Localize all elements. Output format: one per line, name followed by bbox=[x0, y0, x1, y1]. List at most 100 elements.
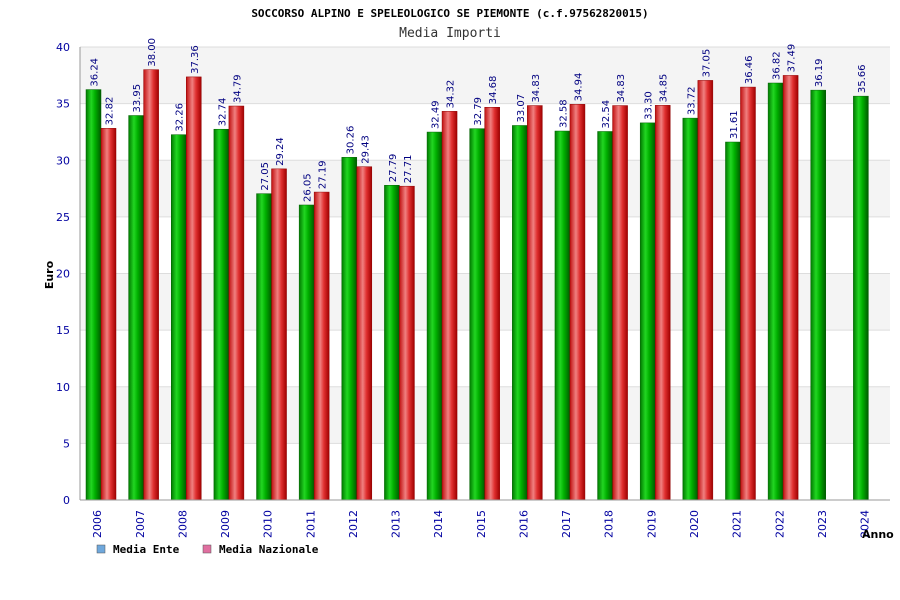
bar-media-nazionale bbox=[228, 105, 245, 501]
bar-media-nazionale bbox=[654, 105, 671, 501]
y-tick-label: 35 bbox=[56, 98, 70, 111]
bar-media-ente bbox=[512, 125, 528, 501]
bar-value-label: 33.07 bbox=[516, 94, 527, 123]
bar-value-label: 27.71 bbox=[403, 155, 414, 184]
bar-value-label: 34.79 bbox=[232, 74, 243, 103]
x-tick-label: 2023 bbox=[816, 510, 829, 538]
legend: Media Ente Media Nazionale bbox=[96, 543, 319, 556]
bar-media-ente bbox=[85, 89, 102, 501]
x-tick-label: 2011 bbox=[304, 510, 317, 538]
bar-value-label: 37.36 bbox=[190, 45, 201, 74]
bar-media-ente bbox=[810, 89, 826, 501]
bar-media-nazionale bbox=[356, 166, 373, 501]
x-axis-ticks: 2006 2007 2008 2009 2010 2011 2012 2013 2014 2015… bbox=[91, 510, 871, 538]
bar-value-label: 27.05 bbox=[260, 162, 271, 191]
x-tick-label: 2013 bbox=[390, 510, 403, 538]
bar-media-nazionale bbox=[399, 185, 415, 501]
bar-media-ente bbox=[128, 115, 144, 501]
bar-media-nazionale bbox=[697, 80, 714, 501]
x-tick-label: 2008 bbox=[176, 510, 189, 538]
y-tick-label: 25 bbox=[56, 211, 70, 224]
x-tick-label: 2016 bbox=[517, 510, 530, 538]
bar-media-nazionale bbox=[313, 191, 330, 501]
legend-label-nazionale: Media Nazionale bbox=[219, 543, 319, 556]
x-tick-label: 2012 bbox=[347, 510, 360, 538]
bar-value-label: 34.83 bbox=[531, 74, 542, 103]
bar-value-label: 32.49 bbox=[431, 100, 442, 129]
bar-media-ente bbox=[341, 157, 358, 501]
bar-value-label: 36.19 bbox=[814, 59, 825, 88]
bar-media-nazionale bbox=[612, 105, 628, 501]
x-tick-label: 2018 bbox=[603, 510, 616, 538]
chart-title: SOCCORSO ALPINO E SPELEOLOGICO SE PIEMON… bbox=[251, 7, 648, 20]
bar-value-label: 31.61 bbox=[729, 110, 740, 139]
y-tick-label: 0 bbox=[63, 494, 70, 507]
bar-value-label: 34.32 bbox=[446, 80, 457, 109]
x-axis-label: Anno bbox=[862, 528, 894, 541]
legend-swatch-ente bbox=[96, 544, 106, 554]
bar-media-ente bbox=[469, 128, 485, 501]
bar-media-ente bbox=[426, 131, 443, 501]
chart-subtitle: Media Importi bbox=[399, 26, 501, 41]
bar-value-label: 36.24 bbox=[90, 58, 101, 87]
legend-swatch-nazionale bbox=[202, 544, 212, 554]
bar-value-label: 29.24 bbox=[275, 137, 286, 166]
bar-value-label: 32.58 bbox=[558, 99, 569, 128]
value-labels: 36.24 32.82 33.95 38.00 32.26 37.36 32.74 34.79… bbox=[90, 38, 868, 202]
bar-value-label: 33.95 bbox=[132, 84, 143, 113]
bar-media-nazionale bbox=[740, 86, 756, 501]
bar-media-ente bbox=[639, 122, 656, 501]
bar-value-label: 27.79 bbox=[388, 154, 399, 183]
bar-media-ente bbox=[767, 82, 784, 501]
bar-media-nazionale bbox=[441, 111, 458, 501]
bar-value-label: 34.85 bbox=[659, 74, 670, 103]
bar-media-ente bbox=[725, 141, 741, 501]
bar-value-label: 38.00 bbox=[147, 38, 158, 67]
bar-media-nazionale bbox=[782, 75, 799, 501]
bar-media-nazionale bbox=[271, 168, 287, 501]
bar-value-label: 35.66 bbox=[857, 65, 868, 94]
bar-value-label: 32.54 bbox=[601, 100, 612, 129]
bar-value-label: 27.19 bbox=[318, 160, 329, 189]
bar-value-label: 26.05 bbox=[303, 173, 314, 202]
x-tick-label: 2020 bbox=[688, 510, 701, 538]
x-tick-label: 2010 bbox=[262, 510, 275, 538]
bar-value-label: 32.82 bbox=[105, 97, 116, 126]
bar-media-ente bbox=[554, 130, 571, 501]
bar-value-label: 34.83 bbox=[616, 74, 627, 103]
bar-value-label: 36.82 bbox=[772, 51, 783, 80]
bar-value-label: 30.26 bbox=[345, 126, 356, 155]
y-tick-label: 10 bbox=[56, 381, 70, 394]
bar-value-label: 29.43 bbox=[360, 135, 371, 164]
x-tick-label: 2022 bbox=[773, 510, 786, 538]
bar-media-nazionale bbox=[569, 104, 586, 501]
bar-media-ente bbox=[597, 131, 613, 501]
y-tick-label: 15 bbox=[56, 324, 70, 337]
y-axis-label: Euro bbox=[43, 260, 56, 289]
x-tick-label: 2015 bbox=[475, 510, 488, 538]
bar-value-label: 32.79 bbox=[473, 97, 484, 126]
bar-media-ente bbox=[853, 95, 869, 501]
x-tick-label: 2007 bbox=[134, 510, 147, 538]
x-tick-label: 2006 bbox=[91, 510, 104, 538]
bar-media-ente bbox=[213, 128, 230, 501]
bar-value-label: 37.05 bbox=[701, 49, 712, 78]
x-tick-label: 2017 bbox=[560, 510, 573, 538]
y-tick-label: 30 bbox=[56, 154, 70, 167]
bar-media-nazionale bbox=[143, 69, 159, 501]
bar-value-label: 32.26 bbox=[175, 103, 186, 132]
y-tick-label: 5 bbox=[63, 437, 70, 450]
bar-value-label: 34.94 bbox=[573, 73, 584, 102]
bar-media-nazionale bbox=[484, 106, 500, 501]
y-tick-label: 40 bbox=[56, 41, 70, 54]
legend-label-ente: Media Ente bbox=[113, 543, 180, 556]
bar-media-ente bbox=[171, 134, 187, 501]
bar-media-ente bbox=[298, 204, 315, 501]
bar-media-ente bbox=[256, 193, 272, 501]
x-tick-label: 2021 bbox=[731, 510, 744, 538]
y-tick-label: 20 bbox=[56, 268, 70, 281]
x-tick-label: 2014 bbox=[432, 510, 445, 538]
x-tick-label: 2024 bbox=[859, 510, 872, 538]
bar-value-label: 37.49 bbox=[787, 44, 798, 73]
